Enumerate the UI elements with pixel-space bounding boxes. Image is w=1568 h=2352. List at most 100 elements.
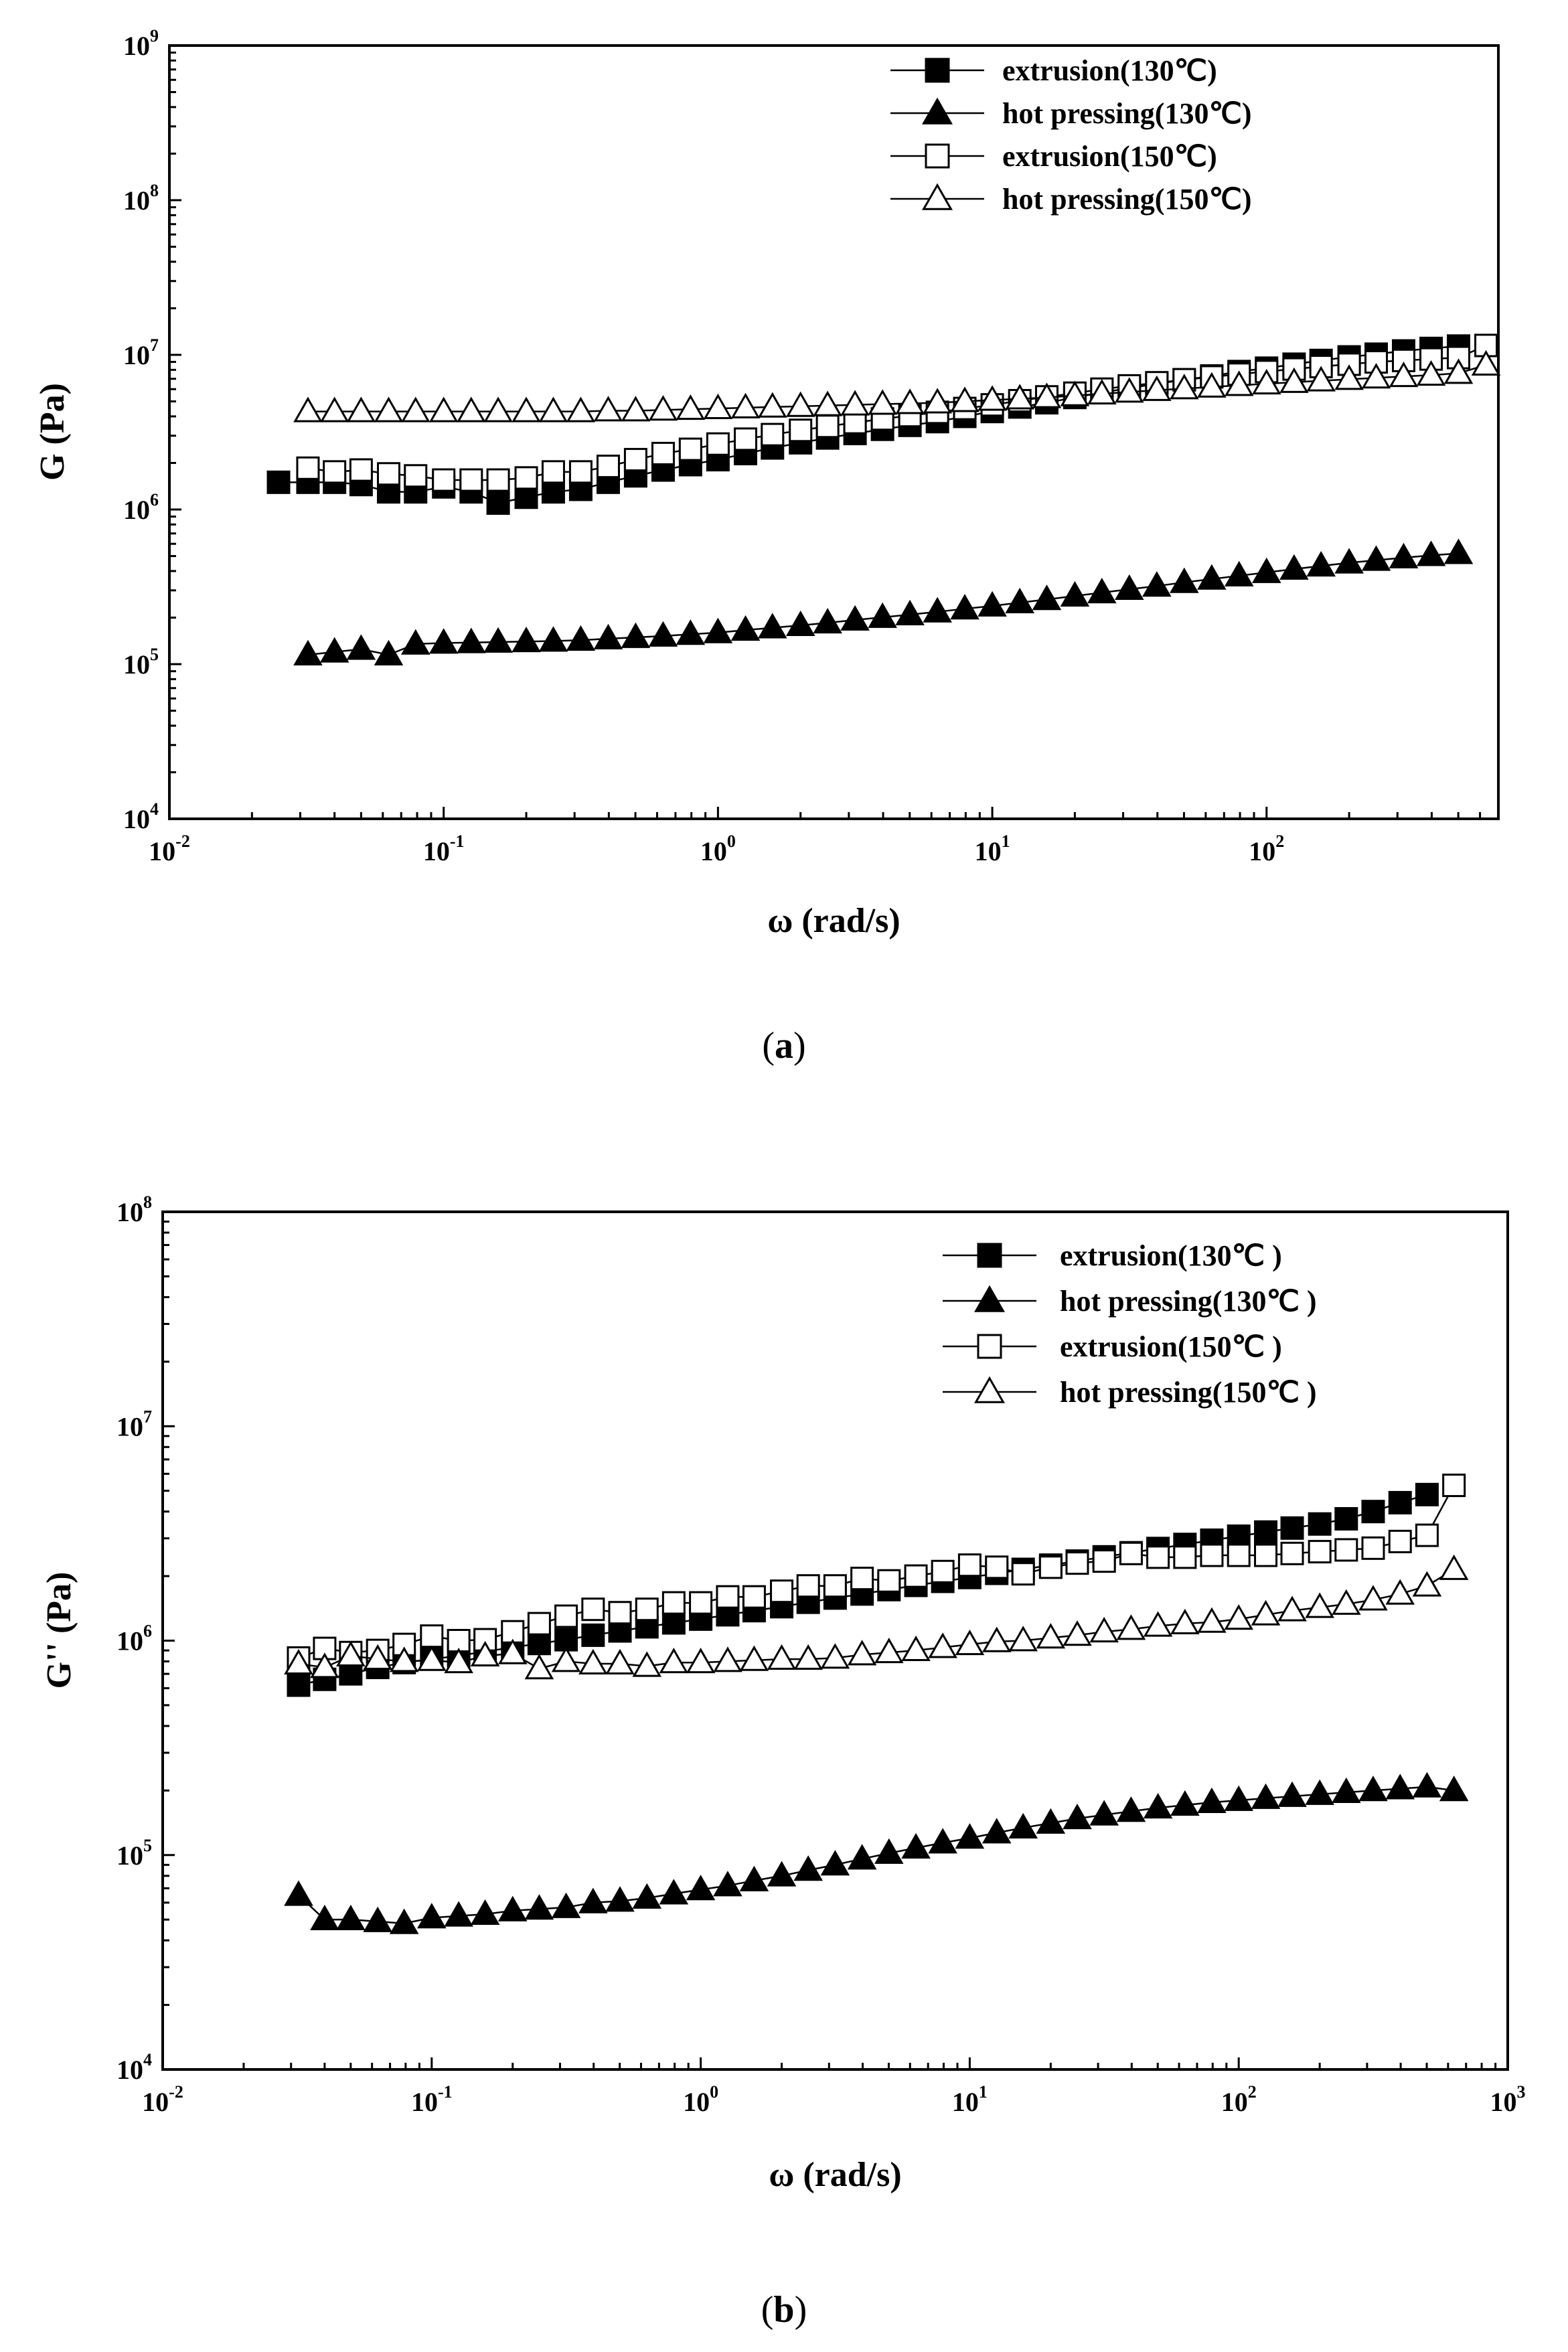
data-point [823,1574,847,1598]
data-point [605,1886,635,1912]
x-tick-label: 103 [1490,2082,1526,2117]
data-point [868,602,897,628]
data-point [1063,1620,1092,1646]
data-point [1089,1617,1119,1643]
data-point [739,1645,769,1671]
data-point [661,1611,686,1635]
x-tick-label: 10-1 [423,832,465,866]
data-point [739,1865,769,1891]
data-point [389,1908,419,1934]
data-point [874,1638,904,1664]
y-axis-title: G'' (Pa) [40,1572,78,1689]
data-point [928,1828,957,1854]
data-point [1412,1571,1442,1597]
data-point [1254,1543,1278,1567]
data-point [713,1871,742,1897]
series-2 [284,1772,1469,1934]
data-point [1385,1579,1415,1605]
data-point [428,396,459,422]
data-point [486,491,510,515]
data-point [686,1648,716,1674]
data-point [1089,1800,1119,1826]
data-point [1224,1785,1253,1811]
data-point [551,1646,581,1672]
data-point [568,460,593,484]
data-point [1443,538,1474,564]
chart-panel-a: 10-2 10-1 100 101 102 104 105 106 107 108 109 ω (ra… [33,26,1501,940]
data-point [955,1629,985,1656]
data-point [578,1648,608,1674]
data-point [400,629,430,655]
data-point [1416,540,1446,566]
data-point [955,1823,985,1849]
data-point [1197,1787,1227,1814]
data-point [1170,1608,1200,1635]
data-point [985,1555,1009,1579]
legend-entry: extrusion(130℃) [890,54,1217,87]
y-tick-label: 109 [123,26,159,61]
data-point [1439,1554,1469,1580]
data-point [923,597,952,623]
data-point [659,1879,689,1905]
data-point [1092,1549,1116,1573]
legend-entry: hot pressing(150℃) [890,183,1252,216]
data-point [1197,564,1227,590]
data-point [457,627,486,653]
data-point [1116,1796,1146,1822]
legend-label: extrusion(130℃) [1002,54,1217,87]
data-point [417,1903,447,1929]
data-point [310,1904,339,1931]
data-point [374,639,404,665]
data-point [757,613,787,639]
data-point [950,386,979,412]
data-point [1173,1545,1197,1569]
data-point [820,1643,850,1669]
data-point [310,1652,339,1678]
x-tick-label: 100 [683,2082,718,2117]
data-point [527,1612,551,1636]
data-point [659,1648,689,1674]
caption-a: (a) [762,1025,805,1067]
data-point [1332,1777,1361,1804]
y-tick-label: 106 [123,490,159,525]
data-point [284,1648,313,1674]
data-point [1308,1540,1332,1564]
data-point [1471,349,1501,376]
data-point [428,628,459,654]
data-point [621,396,651,422]
data-point [1227,1524,1251,1548]
legend-label: hot pressing(150℃ ) [1060,1376,1317,1409]
data-point [840,390,870,416]
data-point [323,460,347,484]
data-point [287,1673,311,1697]
data-point [1305,1779,1334,1805]
legend-label: extrusion(130℃ ) [1060,1239,1282,1272]
data-point [635,1597,659,1622]
data-point [877,1569,901,1593]
data-point [514,485,538,509]
data-point [524,1894,554,1920]
data-point [1251,368,1281,395]
data-point [632,1651,662,1677]
data-point [1119,1541,1143,1565]
data-point [689,1591,713,1615]
data-point [796,1574,820,1598]
data-point [651,441,675,465]
data-point [623,448,647,472]
data-point [1060,580,1090,607]
data-point [566,625,596,651]
data-point [868,389,897,415]
data-point [1251,1783,1281,1809]
legend-marker [925,143,950,169]
data-point [319,637,349,663]
legend-label: hot pressing(130℃) [1002,97,1252,130]
data-point [527,1632,551,1656]
data-point [1115,574,1144,601]
data-point [538,626,568,652]
data-point [1254,1520,1278,1544]
data-point [1143,1611,1173,1637]
y-tick-label: 107 [116,1407,152,1441]
data-point [648,621,678,647]
data-point [349,458,373,482]
data-point [1036,1808,1066,1834]
